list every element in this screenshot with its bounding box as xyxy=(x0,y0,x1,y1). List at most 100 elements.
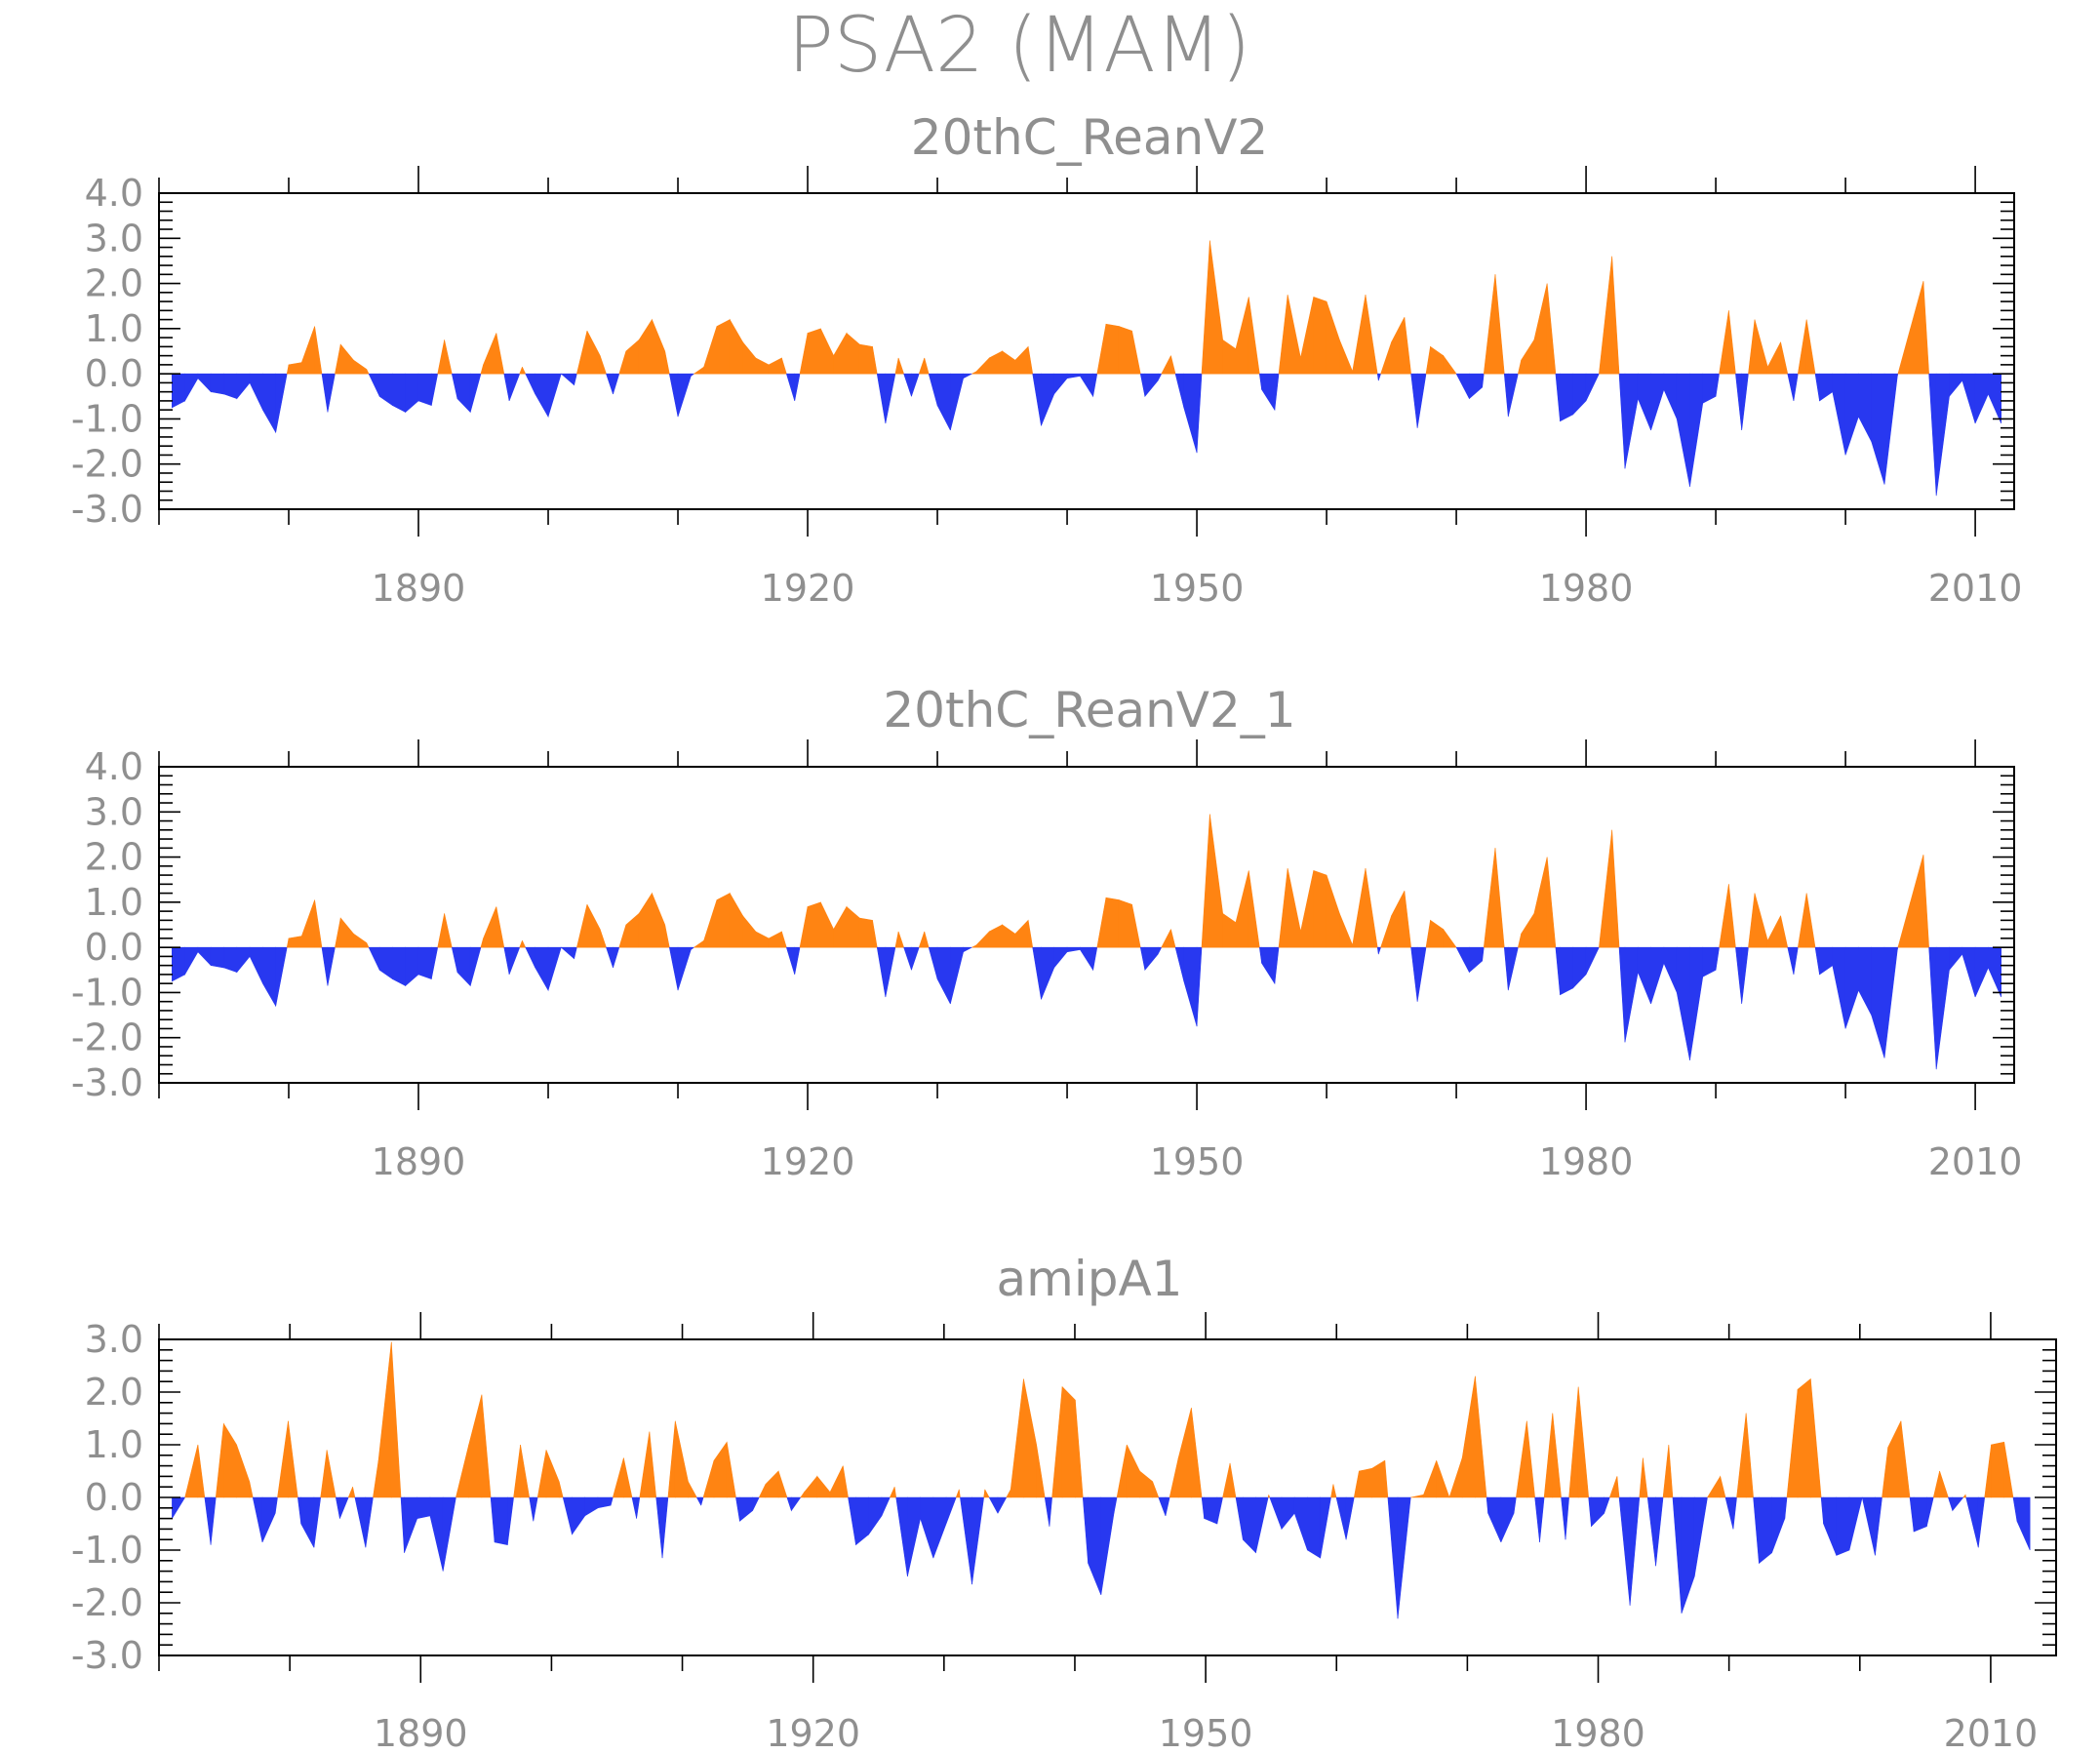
positive-anomaly-area xyxy=(842,1465,849,1498)
positive-anomaly-area xyxy=(988,350,1003,375)
negative-anomaly-area xyxy=(1715,946,1720,971)
positive-anomaly-area xyxy=(846,332,860,375)
positive-anomaly-area xyxy=(1526,1420,1535,1498)
positive-anomaly-area xyxy=(339,343,354,375)
negative-anomaly-area xyxy=(661,1496,669,1559)
negative-anomaly-area xyxy=(429,1496,444,1572)
negative-anomaly-area xyxy=(1844,946,1859,1029)
positive-anomaly-area xyxy=(1962,1494,1966,1498)
y-tick-label: 0.0 xyxy=(85,1476,143,1519)
positive-anomaly-area xyxy=(377,1341,392,1498)
y-tick-label: 0.0 xyxy=(85,926,143,969)
positive-anomaly-area xyxy=(288,936,302,948)
negative-anomaly-area xyxy=(503,946,510,975)
negative-anomaly-area xyxy=(876,946,887,998)
negative-anomaly-area xyxy=(1196,373,1203,454)
positive-anomaly-area xyxy=(639,1431,651,1498)
negative-anomaly-area xyxy=(907,1496,921,1577)
negative-anomaly-area xyxy=(1935,946,1950,1070)
positive-anomaly-area xyxy=(1780,341,1789,375)
negative-anomaly-area xyxy=(1455,946,1470,973)
positive-anomaly-area xyxy=(314,899,323,948)
negative-anomaly-area xyxy=(997,1496,1008,1514)
positive-anomaly-area xyxy=(1436,1460,1450,1498)
positive-anomaly-area xyxy=(768,931,782,948)
negative-anomaly-area xyxy=(1935,373,1950,497)
positive-anomaly-area xyxy=(1706,1475,1722,1498)
positive-anomaly-area xyxy=(1170,929,1176,948)
positive-anomaly-area xyxy=(1391,317,1406,375)
positive-anomaly-area xyxy=(1116,1444,1128,1498)
plot-area: -3.0 -2.0 -1.0 0.0 1.0 2.0 3.0 1890 1920 1950 1980… xyxy=(71,1312,2057,1754)
negative-anomaly-area xyxy=(1655,1496,1664,1567)
negative-anomaly-area xyxy=(1732,1496,1737,1530)
negative-anomaly-area xyxy=(172,946,185,982)
positive-anomaly-area xyxy=(1882,1447,1888,1498)
positive-anomaly-area xyxy=(894,357,899,375)
positive-anomaly-area xyxy=(829,1465,844,1498)
positive-anomaly-area xyxy=(1353,1470,1360,1498)
negative-anomaly-area xyxy=(1204,1496,1218,1525)
positive-anomaly-area xyxy=(652,319,666,375)
negative-anomaly-area xyxy=(1044,1496,1050,1527)
negative-anomaly-area xyxy=(1928,373,1937,497)
positive-anomaly-area xyxy=(638,892,653,948)
positive-anomaly-area xyxy=(480,364,484,375)
negative-anomaly-area xyxy=(2016,1496,2031,1551)
negative-anomaly-area xyxy=(1618,946,1626,1043)
negative-anomaly-area xyxy=(1410,373,1418,428)
negative-anomaly-area xyxy=(236,946,251,974)
positive-anomaly-area xyxy=(807,328,821,375)
negative-anomaly-area xyxy=(300,1496,315,1548)
positive-anomaly-area xyxy=(1209,240,1223,375)
positive-anomaly-area xyxy=(1248,297,1260,375)
positive-anomaly-area xyxy=(1002,924,1016,948)
negative-anomaly-area xyxy=(1269,1496,1283,1530)
negative-anomaly-area xyxy=(1689,946,1704,1060)
positive-anomaly-area xyxy=(1339,339,1353,375)
positive-anomaly-area xyxy=(971,371,977,375)
negative-anomaly-area xyxy=(1534,1496,1540,1542)
positive-anomaly-area xyxy=(366,942,370,948)
positive-anomaly-area xyxy=(483,906,497,948)
negative-anomaly-area xyxy=(261,1496,276,1543)
negative-anomaly-area xyxy=(1926,1496,1934,1527)
positive-anomaly-area xyxy=(1326,874,1340,948)
positive-anomaly-area xyxy=(320,1450,328,1498)
plot-frame xyxy=(158,766,2015,1084)
negative-anomaly-area xyxy=(785,946,796,975)
positive-anomaly-area xyxy=(1599,256,1612,375)
positive-anomaly-area xyxy=(1494,848,1505,948)
positive-anomaly-area xyxy=(729,318,743,375)
positive-anomaly-area xyxy=(1736,1413,1747,1498)
positive-anomaly-area xyxy=(820,901,834,948)
positive-anomaly-area xyxy=(1359,1467,1372,1498)
negative-anomaly-area xyxy=(451,373,458,399)
positive-anomaly-area xyxy=(1229,1462,1237,1498)
negative-anomaly-area xyxy=(1066,373,1081,379)
negative-anomaly-area xyxy=(677,946,692,991)
negative-anomaly-area xyxy=(547,946,562,991)
negative-anomaly-area xyxy=(252,1496,263,1542)
positive-anomaly-area xyxy=(1152,1481,1160,1498)
negative-anomaly-area xyxy=(404,1496,418,1553)
positive-anomaly-area xyxy=(1014,919,1029,948)
negative-anomaly-area xyxy=(378,373,393,407)
positive-anomaly-area xyxy=(897,357,905,375)
y-tick-label: -1.0 xyxy=(71,971,143,1014)
negative-anomaly-area xyxy=(1624,946,1639,1043)
negative-anomaly-area xyxy=(1883,373,1898,485)
y-tick-label: 1.0 xyxy=(85,307,143,350)
negative-anomaly-area xyxy=(1320,1496,1331,1559)
negative-anomaly-area xyxy=(210,946,224,969)
positive-anomaly-area xyxy=(1161,355,1171,375)
positive-anomaly-area xyxy=(301,326,315,375)
panel-2: 20thC_ReanV2_1 -3.0-2.0-1.00.01.02.03.04… xyxy=(71,682,2023,1183)
positive-anomaly-area xyxy=(1222,339,1237,375)
negative-anomaly-area xyxy=(249,373,263,411)
negative-anomaly-area xyxy=(1629,1496,1641,1606)
negative-anomaly-area xyxy=(1157,946,1163,955)
negative-anomaly-area xyxy=(1487,1496,1502,1543)
negative-anomaly-area xyxy=(1165,1496,1170,1516)
